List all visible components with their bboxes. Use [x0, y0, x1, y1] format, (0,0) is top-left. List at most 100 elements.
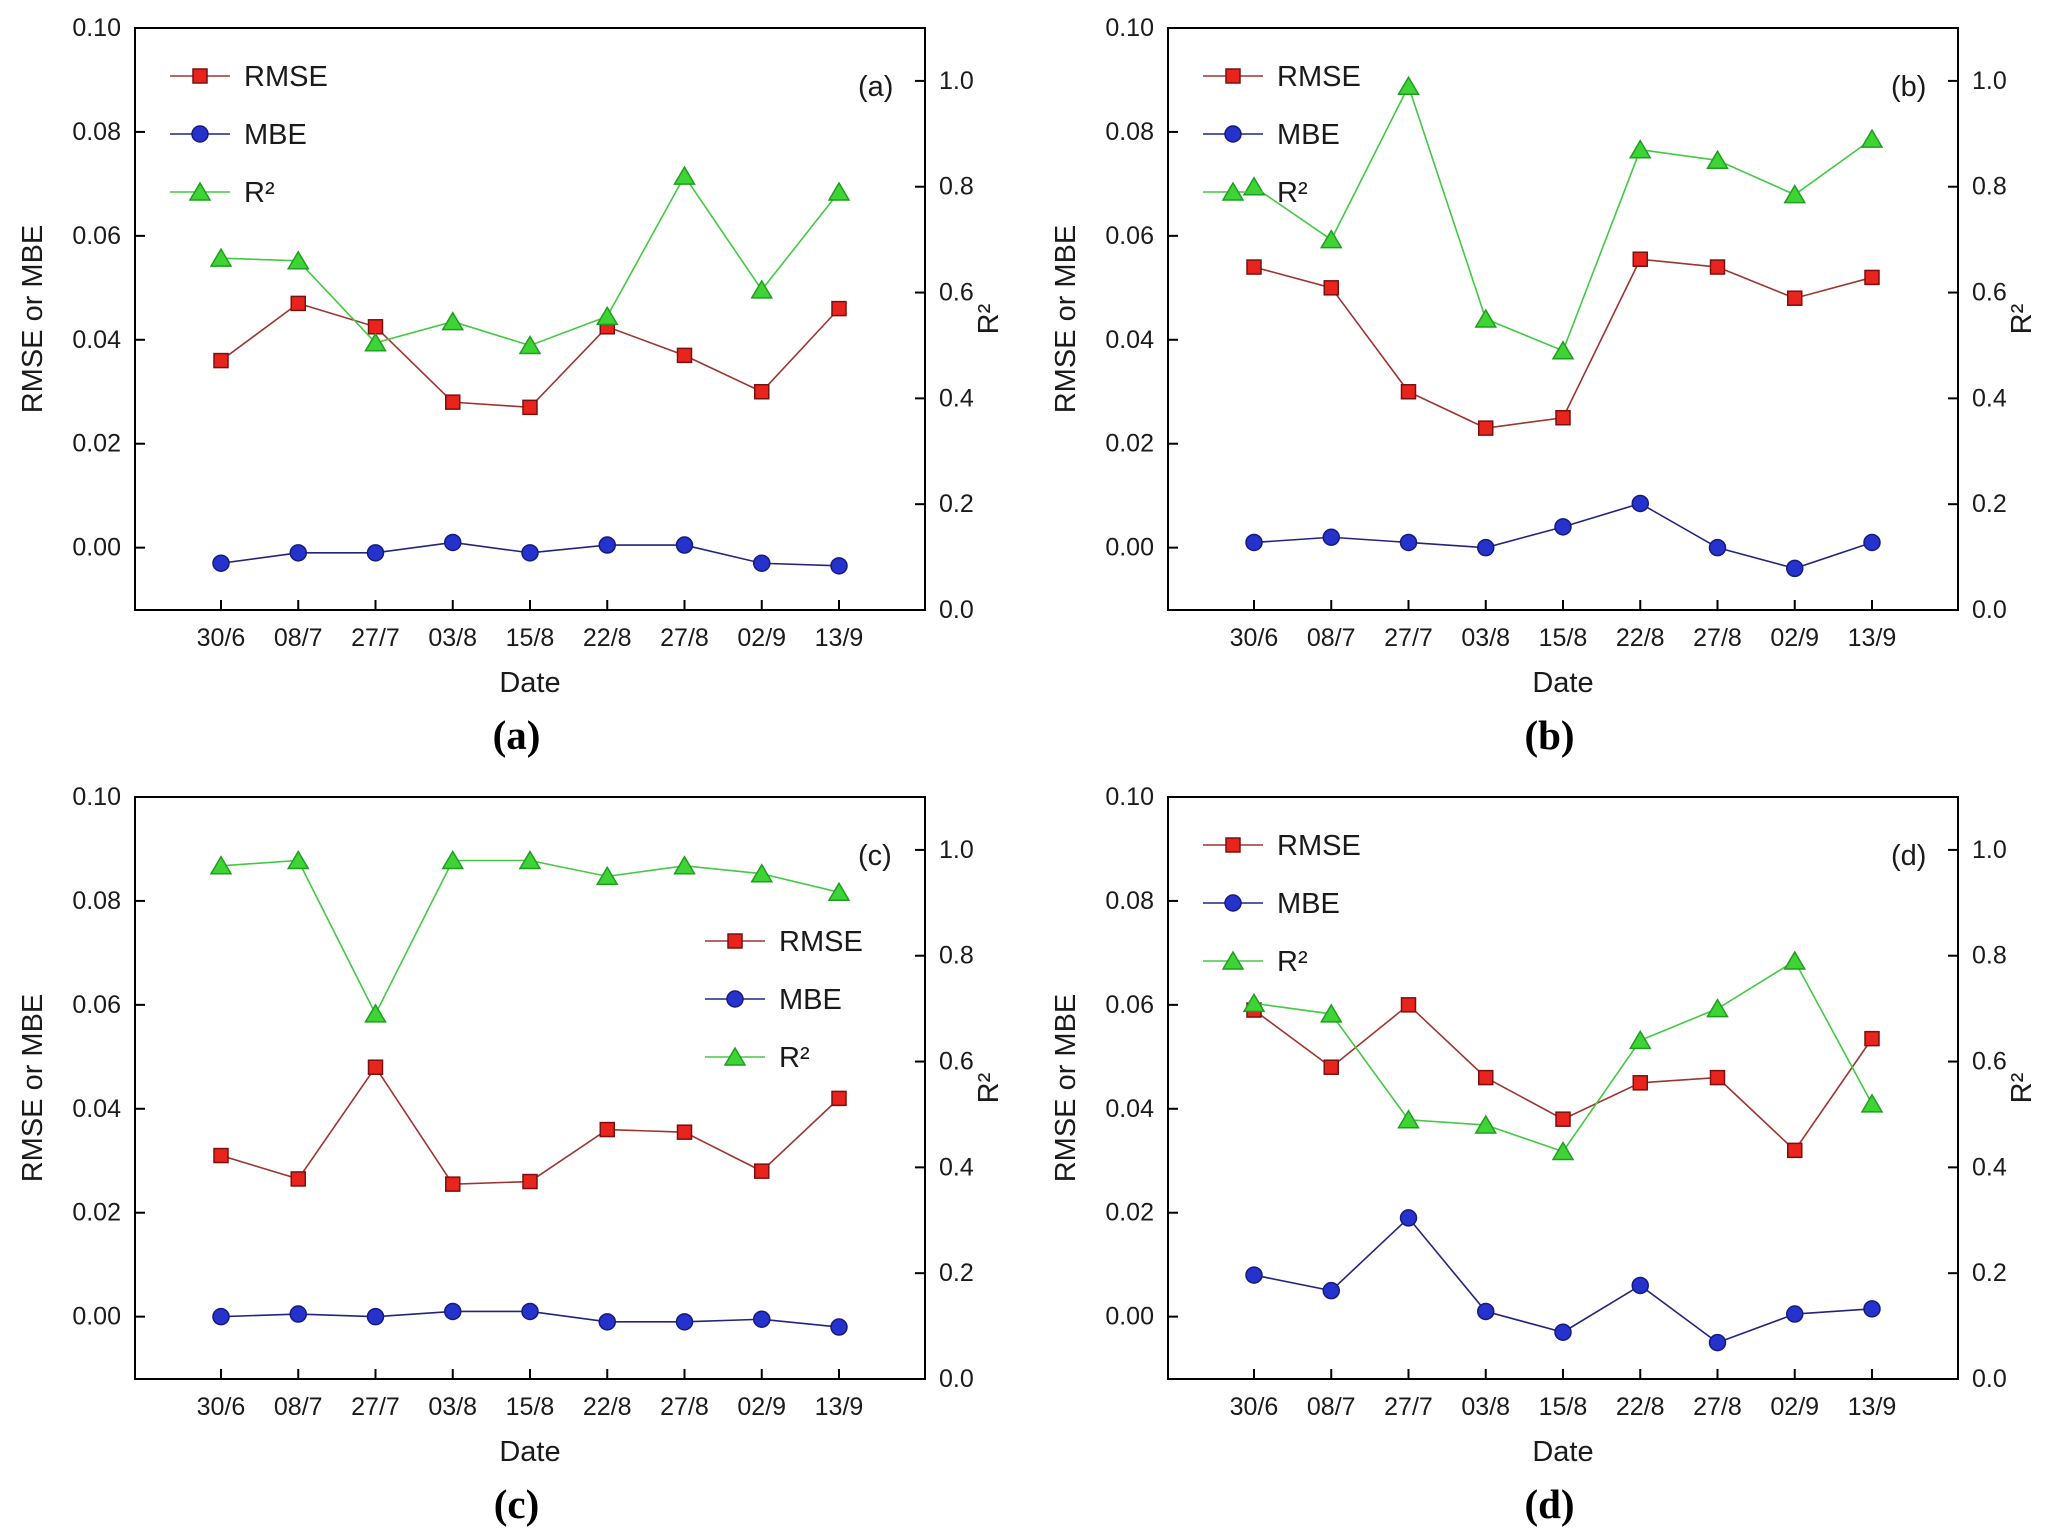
right-tick-label: 0.8	[1972, 173, 2007, 201]
r2-marker	[1706, 998, 1729, 1018]
plot-border	[134, 27, 926, 611]
rmse-marker	[367, 1059, 384, 1075]
x-tick-label: 27/8	[1693, 1393, 1742, 1421]
mbe-marker	[1245, 1266, 1263, 1284]
legend-marker-mbe	[1224, 894, 1242, 912]
rmse-marker	[831, 1090, 847, 1107]
x-axis-title: Date	[499, 1436, 560, 1468]
mbe-marker	[521, 544, 539, 562]
chart-panel-b: 0.00 0.02 0.04 0.06 0.08 0.10 0.0 0.2 0.4 0.6 0.8 1…	[1033, 0, 2066, 769]
mbe-marker	[830, 1318, 848, 1336]
legend: RMSE MBE R²	[1203, 61, 1361, 209]
x-tick-label: 13/9	[815, 624, 864, 652]
r2-marker	[1783, 184, 1807, 204]
legend: RMSE MBE R²	[1203, 830, 1361, 978]
right-tick-label: 0.6	[939, 1048, 974, 1076]
rmse-marker	[1555, 1111, 1571, 1127]
legend-label-mbe: MBE	[1277, 888, 1340, 920]
r2-marker	[1242, 176, 1266, 196]
legend-label-mbe: MBE	[1277, 119, 1340, 151]
rmse-marker	[1787, 1142, 1803, 1159]
mbe-marker	[1631, 1276, 1649, 1295]
x-axis-title: Date	[1532, 1436, 1593, 1468]
rmse-marker	[1709, 259, 1726, 275]
mbe-marker	[675, 1313, 694, 1331]
mbe-marker	[1786, 1305, 1804, 1323]
x-tick-label: 27/7	[351, 1393, 400, 1421]
right-tick-label: 0.8	[939, 173, 974, 201]
legend-marker-r2	[1221, 181, 1245, 201]
left-tick-label: 0.02	[1105, 1199, 1154, 1227]
left-tick-label: 0.10	[72, 14, 121, 42]
rmse-marker	[676, 1124, 693, 1140]
r2-marker	[827, 181, 851, 201]
legend-marker-rmse	[727, 933, 743, 949]
rmse-line	[1253, 1003, 1873, 1152]
mbe-marker	[212, 554, 230, 572]
x-tick-label: 02/9	[737, 624, 786, 652]
left-tick-label: 0.06	[72, 222, 121, 250]
panel-letter: (b)	[1891, 71, 1926, 103]
panel-letter: (c)	[858, 840, 892, 872]
x-tick-label: 02/9	[1770, 624, 1819, 652]
left-tick-label: 0.08	[1105, 118, 1154, 146]
legend-label-mbe: MBE	[244, 119, 307, 151]
rmse-marker	[522, 399, 538, 416]
mbe-marker	[521, 1302, 539, 1321]
rmse-marker	[1400, 384, 1417, 400]
series-r2	[1242, 75, 1884, 360]
series-rmse	[213, 1059, 847, 1192]
mbe-marker	[444, 533, 462, 552]
mbe-marker	[1554, 518, 1572, 536]
left-tick-label: 0.04	[72, 1095, 121, 1123]
left-tick-label: 0.08	[72, 118, 121, 146]
left-tick-label: 0.00	[1105, 534, 1154, 562]
chart-b-caption: (b)	[1524, 711, 1575, 758]
rmse-marker	[1787, 290, 1803, 306]
series-r2	[209, 165, 851, 355]
x-tick-label: 13/9	[815, 1393, 864, 1421]
r2-marker	[1551, 340, 1575, 360]
chart-panel-c: 0.00 0.02 0.04 0.06 0.08 0.10 0.0 0.2 0.4 0.6 0.8 1…	[0, 769, 1033, 1538]
r2-marker	[1397, 75, 1420, 95]
x-tick-label: 15/8	[506, 624, 555, 652]
r2-marker	[673, 855, 696, 875]
mbe-marker	[289, 544, 307, 562]
legend-label-r2: R²	[1277, 177, 1308, 209]
legend: RMSE MBE R²	[705, 926, 863, 1074]
x-tick-label: 22/8	[583, 624, 632, 652]
left-axis-title: RMSE or MBE	[1050, 994, 1082, 1183]
x-tick-label: 13/9	[1848, 1393, 1897, 1421]
chart-a-caption: (a)	[492, 711, 541, 758]
left-tick-label: 0.02	[1105, 430, 1154, 458]
chart-panel-a: 0.00 0.02 0.04 0.06 0.08 0.10 0.0 0.2 0.4 0.6 0.8 1…	[0, 0, 1033, 769]
chart-d-svg: 0.00 0.02 0.04 0.06 0.08 0.10 0.0 0.2 0.4 0.6 0.8 1…	[1050, 783, 2038, 1468]
right-tick-label: 0.6	[1972, 279, 2007, 307]
left-tick-label: 0.00	[72, 534, 121, 562]
r2-marker	[286, 250, 310, 270]
series-mbe	[212, 533, 848, 575]
mbe-marker	[1708, 1333, 1727, 1352]
mbe-marker	[753, 1310, 771, 1328]
r2-marker	[1860, 128, 1884, 148]
r2-marker	[364, 1003, 387, 1023]
rmse-marker	[445, 1176, 461, 1192]
right-tick-label: 0.6	[1972, 1048, 2007, 1076]
x-tick-label: 03/8	[428, 1393, 477, 1421]
rmse-marker	[290, 1171, 306, 1187]
rmse-marker	[445, 394, 461, 410]
rmse-marker	[1246, 259, 1262, 275]
series-r2	[209, 850, 851, 1023]
r2-marker	[673, 165, 696, 185]
mbe-marker	[1554, 1323, 1572, 1341]
x-tick-label: 27/7	[351, 624, 400, 652]
plot-border	[1167, 796, 1959, 1380]
r2-marker	[286, 850, 310, 870]
x-tick-label: 08/7	[274, 1393, 323, 1421]
x-tick-label: 08/7	[1307, 1393, 1356, 1421]
r2-marker	[1860, 1093, 1884, 1113]
right-tick-label: 0.0	[939, 1365, 974, 1393]
legend-marker-rmse	[192, 68, 208, 84]
right-tick-label: 0.4	[1972, 384, 2007, 412]
r2-marker	[1551, 1141, 1575, 1161]
